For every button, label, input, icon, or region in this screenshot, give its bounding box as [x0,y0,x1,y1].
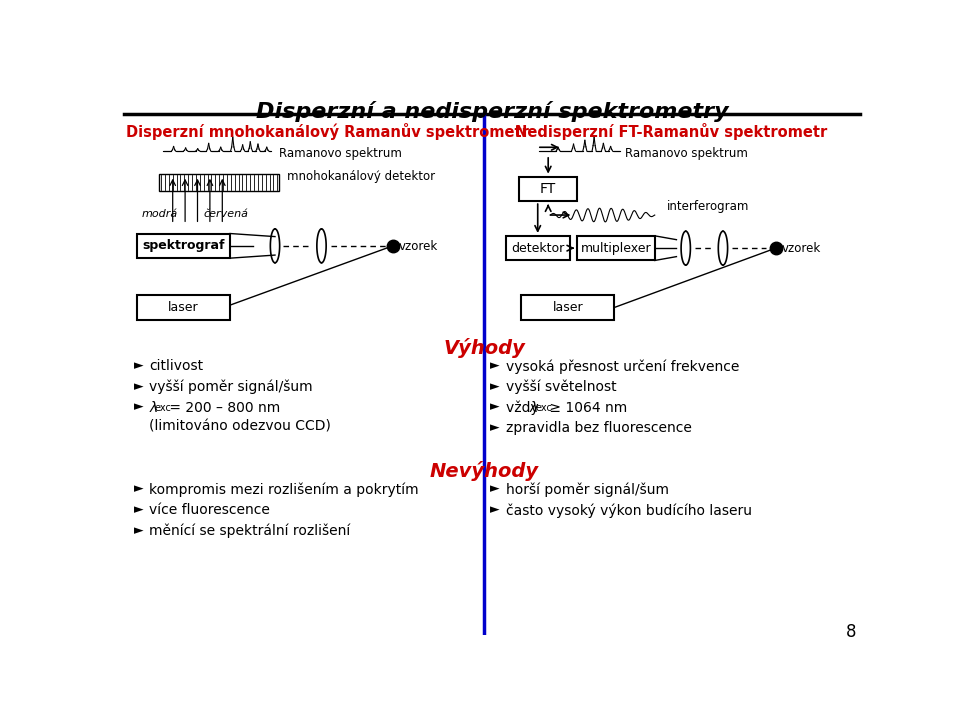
Bar [521,295,614,320]
Bar [519,176,577,201]
Text: = 200 – 800 nm: = 200 – 800 nm [165,401,280,415]
Text: Ramanovo spektrum: Ramanovo spektrum [625,147,748,160]
Text: exc: exc [536,403,552,413]
Bar [137,233,230,258]
Text: ►: ► [491,359,500,372]
Text: vzorek: vzorek [781,242,821,255]
Text: Disperzní mnohokanálový Ramanův spektrometr: Disperzní mnohokanálový Ramanův spektrom… [126,123,529,140]
Text: Ramanovo spektrum: Ramanovo spektrum [278,147,401,160]
Bar [158,174,278,191]
Text: ►: ► [134,380,144,393]
Text: laser: laser [168,301,199,314]
Text: detektor: detektor [511,241,564,255]
Text: laser: laser [553,301,584,314]
Text: červená: červená [204,209,249,219]
Text: vždy: vždy [506,401,543,415]
Text: více fluorescence: více fluorescence [150,503,271,517]
Text: interferogram: interferogram [666,200,749,213]
Text: exc: exc [155,403,172,413]
Text: ►: ► [491,482,500,496]
Text: ►: ► [134,503,144,516]
Text: ►: ► [134,359,144,372]
Text: ►: ► [491,401,500,413]
Text: ►: ► [491,421,500,434]
Text: kompromis mezi rozlišením a pokrytím: kompromis mezi rozlišením a pokrytím [150,482,420,497]
Text: ►: ► [491,503,500,516]
Text: ►: ► [134,524,144,537]
Bar [137,295,230,320]
Text: FT: FT [540,182,556,196]
Text: Výhody: Výhody [444,338,525,358]
Text: mnohokanálový detektor: mnohokanálový detektor [287,171,435,183]
Text: Disperzní a nedisperzní spektrometry: Disperzní a nedisperzní spektrometry [255,101,729,122]
Text: 8: 8 [846,623,856,641]
Text: vzorek: vzorek [399,240,439,253]
Bar [577,236,655,261]
Text: Nedisperzní FT-Ramanův spektrometr: Nedisperzní FT-Ramanův spektrometr [516,123,828,140]
Text: měnící se spektrální rozlišení: měnící se spektrální rozlišení [150,524,350,538]
Text: ≥ 1064 nm: ≥ 1064 nm [545,401,628,415]
Text: Nevýhody: Nevýhody [430,461,539,481]
Text: ►: ► [134,401,144,413]
Text: vyšší poměr signál/šum: vyšší poměr signál/šum [150,380,313,394]
Text: λ: λ [530,401,539,415]
Text: λ: λ [150,401,157,415]
Text: citlivost: citlivost [150,359,204,373]
Text: často vysoký výkon budícího laseru: často vysoký výkon budícího laseru [506,503,752,518]
Text: (limitováno odezvou CCD): (limitováno odezvou CCD) [150,420,331,434]
Text: vysoká přesnost určení frekvence: vysoká přesnost určení frekvence [506,359,739,373]
Text: spektrograf: spektrograf [142,239,225,252]
Text: vyšší světelnost: vyšší světelnost [506,380,616,394]
Text: ►: ► [491,380,500,393]
Text: modrá: modrá [142,209,178,219]
Bar [506,236,569,261]
Text: ►: ► [134,482,144,496]
Text: zpravidla bez fluorescence: zpravidla bez fluorescence [506,421,692,436]
Text: multiplexer: multiplexer [581,241,651,255]
Text: horší poměr signál/šum: horší poměr signál/šum [506,482,669,497]
